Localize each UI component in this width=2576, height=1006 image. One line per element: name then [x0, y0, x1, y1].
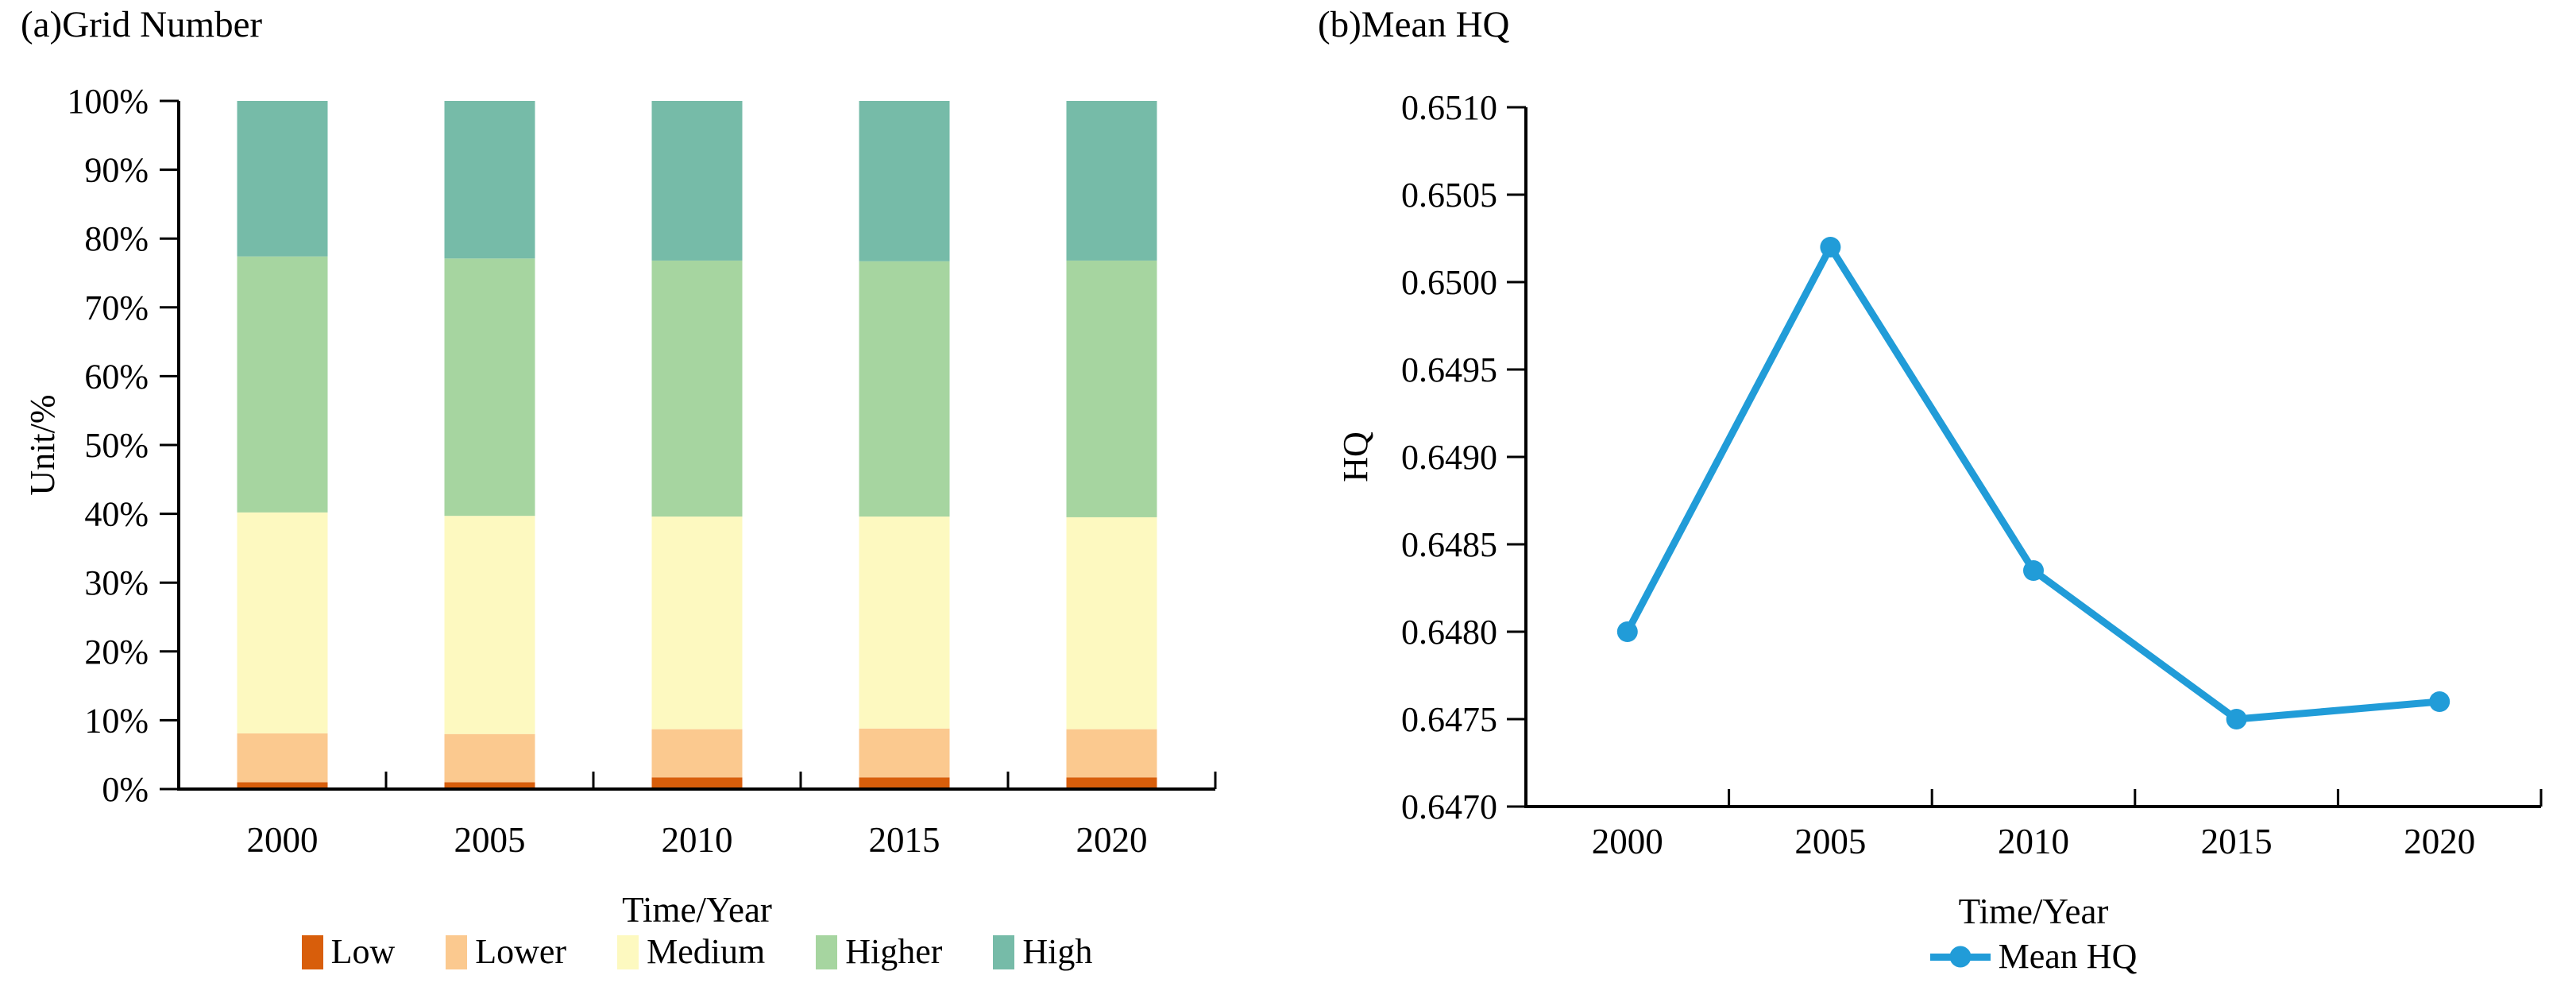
legend-swatch-lower [446, 934, 468, 969]
panel-mean-hq: (b)Mean HQ 0.6470 0.6475 0.6480 0.6485 0.649… [1288, 0, 2576, 1006]
legend-item-lower: Lower [446, 934, 566, 969]
bar-segment-low-2000 [237, 782, 328, 789]
bar-segment-medium-2005 [444, 516, 535, 734]
legend-label-higher: Higher [845, 932, 943, 971]
y-tick-label: 0% [102, 770, 149, 809]
y-tick-label: 20% [84, 633, 149, 671]
data-point-2005 [1820, 237, 1841, 257]
bar-segment-lower-2020 [1066, 729, 1157, 778]
bar-segment-low-2015 [859, 777, 950, 789]
y-tick-label: 60% [84, 357, 149, 396]
data-point-2010 [2023, 560, 2044, 581]
data-point-2000 [1616, 621, 1638, 642]
x-axis-title: Time/Year [1959, 892, 2109, 931]
y-tick-label: 50% [84, 426, 149, 465]
data-point-2015 [2226, 709, 2247, 729]
legend-label-medium: Medium [647, 932, 766, 971]
bar-segment-medium-2010 [651, 517, 743, 729]
legend-grid-number: Low Lower Medium Higher High [179, 934, 1215, 969]
panel-grid-number: (a)Grid Number 2000 2005 2010 2015 2020 0% 10%… [21, 4, 1217, 969]
y-axis-title: HQ [1336, 431, 1375, 482]
legend-label-low: Low [330, 932, 396, 971]
legend-item-high: High [993, 934, 1092, 969]
bar-segment-lower-2015 [859, 728, 950, 778]
y-tick-label: 40% [84, 495, 149, 534]
bar-segment-high-2010 [651, 101, 743, 261]
legend-swatch-high [993, 934, 1015, 969]
bar-segment-high-2020 [1066, 101, 1157, 261]
x-tick-label: 2010 [662, 820, 733, 860]
bar-segment-higher-2020 [1066, 260, 1157, 517]
y-tick-label: 0.6495 [1401, 350, 1497, 389]
grid-number-stacked-bar-chart: 2000 2005 2010 2015 2020 0% 10% 20% 30% 40% 50% 60%… [23, 82, 1217, 930]
mean-hq-line-chart: 0.6470 0.6475 0.6480 0.6485 0.6490 0.6495 0.65… [1336, 88, 2543, 931]
y-tick-label: 0.6480 [1401, 613, 1497, 652]
y-tick-label: 0.6490 [1401, 438, 1497, 477]
legend-item-higher: Higher [816, 934, 942, 969]
bar-segment-medium-2000 [237, 512, 328, 733]
legend-mean-hq: Mean HQ [1526, 939, 2541, 974]
y-tick-label: 0.6500 [1401, 263, 1497, 302]
x-tick-label: 2015 [869, 820, 940, 860]
legend-swatch-higher [816, 934, 838, 969]
panel-a-title: (a)Grid Number [21, 4, 263, 45]
legend-label-high: High [1022, 932, 1093, 971]
y-axis-title: Unit/% [23, 394, 62, 495]
mean-hq-line [1624, 243, 2443, 723]
y-tick-label: 0.6475 [1401, 700, 1497, 739]
data-point-2020 [2429, 691, 2450, 712]
bar-segment-lower-2010 [651, 729, 743, 778]
bar-segment-medium-2015 [859, 517, 950, 729]
legend-item-medium: Medium [617, 934, 765, 969]
legend-item-mean-hq: Mean HQ [1929, 937, 2138, 976]
bar-segment-low-2010 [651, 777, 743, 789]
bar-segment-higher-2005 [444, 258, 535, 517]
bar-segment-higher-2015 [859, 261, 950, 517]
x-tick-label: 2000 [247, 820, 319, 860]
x-tick-label: 2005 [454, 820, 526, 860]
bar-segment-high-2005 [444, 101, 535, 259]
x-tick-label: 2010 [1998, 822, 2069, 861]
y-tick-label: 0.6505 [1401, 176, 1497, 215]
bar-segment-low-2005 [444, 782, 535, 789]
x-tick-label: 2020 [1076, 820, 1148, 860]
y-tick-label: 30% [84, 563, 149, 602]
x-axis-title: Time/Year [622, 890, 772, 930]
y-tick-label: 80% [84, 219, 149, 258]
bar-segment-lower-2005 [444, 733, 535, 783]
y-tick-label: 0.6485 [1401, 525, 1497, 564]
bar-segment-low-2020 [1066, 777, 1157, 789]
bar-segment-medium-2020 [1066, 517, 1157, 729]
y-tick-label: 10% [84, 701, 149, 740]
legend-label-mean-hq: Mean HQ [1998, 937, 2138, 976]
bar-segment-high-2000 [237, 101, 328, 257]
y-tick-label: 70% [84, 288, 149, 327]
bar-segment-high-2015 [859, 101, 950, 261]
x-tick-label: 2015 [2201, 822, 2273, 861]
line-marker-dot [1949, 946, 1972, 968]
bar-segment-higher-2000 [237, 256, 328, 513]
legend-swatch-low [301, 934, 323, 969]
x-tick-label: 2020 [2404, 822, 2475, 861]
legend-swatch-medium [617, 934, 639, 969]
y-tick-label: 0.6470 [1401, 787, 1497, 826]
bar-segment-higher-2010 [651, 260, 743, 517]
y-tick-label: 0.6510 [1401, 88, 1497, 127]
x-tick-label: 2000 [1592, 822, 1663, 861]
y-tick-label: 100% [67, 82, 149, 121]
x-tick-label: 2005 [1794, 822, 1866, 861]
bar-segment-lower-2000 [237, 733, 328, 783]
legend-label-lower: Lower [475, 932, 567, 971]
panel-b-title: (b)Mean HQ [1318, 4, 1510, 45]
legend-item-low: Low [301, 932, 396, 971]
y-tick-label: 90% [84, 151, 149, 190]
line-marker-icon [1929, 946, 1991, 968]
